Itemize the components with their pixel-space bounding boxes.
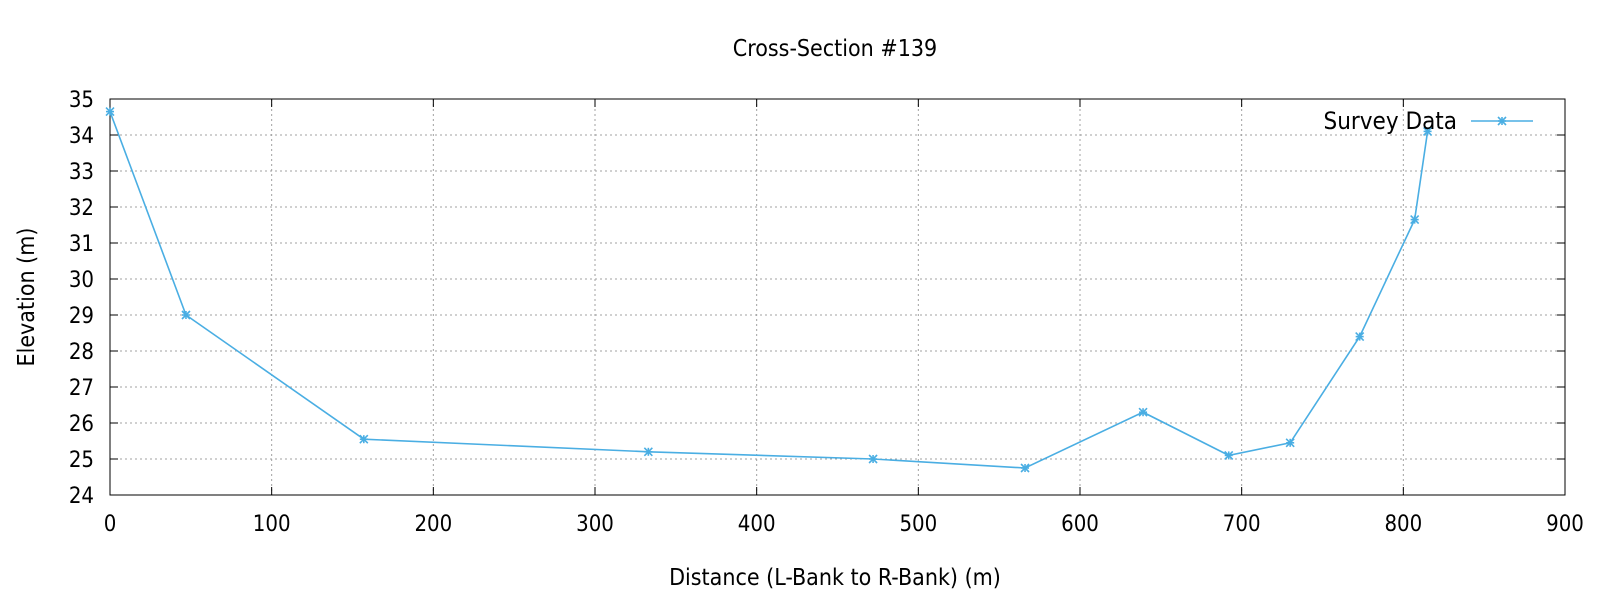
y-tick-label: 28 [69,340,94,365]
x-tick-label: 800 [1384,512,1422,537]
x-tick-label: 500 [899,512,937,537]
x-tick-label: 0 [104,512,117,537]
series-layer [105,107,1433,473]
data-point [868,454,878,464]
data-point [1138,407,1148,417]
data-point [1410,215,1420,225]
data-point [1020,463,1030,473]
data-point [1224,450,1234,460]
x-tick-label: 900 [1546,512,1584,537]
axis-ticks [109,98,1566,496]
x-tick-label: 400 [738,512,776,537]
y-tick-label: 33 [69,160,94,185]
data-point [1285,438,1295,448]
y-tick-label: 35 [69,88,94,113]
legend-label: Survey Data [1323,107,1457,135]
y-tick-label: 25 [69,448,94,473]
legend: Survey Data [1323,107,1533,135]
y-tick-label: 31 [69,232,94,257]
x-tick-label: 200 [414,512,452,537]
x-axis-title: Distance (L-Bank to R-Bank) (m) [669,565,1001,591]
y-tick-label: 27 [69,376,94,401]
y-tick-label: 24 [69,484,94,509]
y-tick-labels: 24 25 26 27 28 29 30 31 32 33 34 35 [69,88,94,509]
data-point [181,310,191,320]
data-point [1355,332,1365,342]
y-tick-label: 34 [69,124,94,149]
x-tick-label: 300 [576,512,614,537]
x-tick-label: 700 [1223,512,1261,537]
legend-marker [1497,116,1507,126]
grid-lines [110,99,1565,495]
plot-area-border [109,98,1566,496]
chart-title: Cross-Section #139 [733,36,937,62]
y-tick-label: 26 [69,412,94,437]
y-tick-label: 29 [69,304,94,329]
y-axis-title: Elevation (m) [14,228,40,367]
y-tick-label: 30 [69,268,94,293]
data-point [643,447,653,457]
series-line [109,111,1429,469]
x-tick-labels: 0 100 200 300 400 500 600 700 800 900 [104,512,1584,537]
y-tick-label: 32 [69,196,94,221]
legend-swatch [1471,116,1533,126]
data-point [359,434,369,444]
x-tick-label: 600 [1061,512,1099,537]
data-point [1423,126,1433,136]
x-tick-label: 100 [253,512,291,537]
data-point [105,107,115,117]
